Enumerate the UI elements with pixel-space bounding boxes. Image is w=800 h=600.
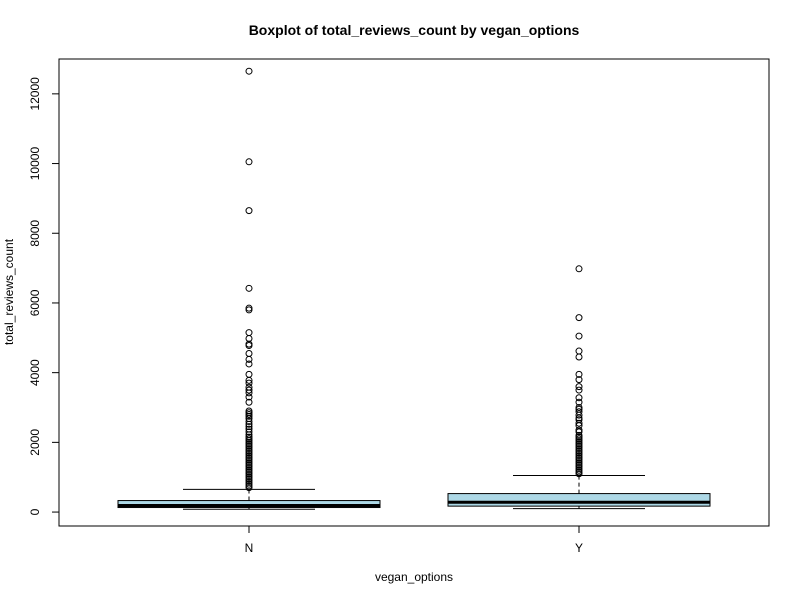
outlier-point: [575, 314, 583, 322]
outlier-point: [245, 284, 253, 292]
outlier-point: [575, 428, 583, 436]
outlier-point: [245, 484, 253, 492]
y-tick-label: 10000: [28, 147, 42, 181]
outlier-point: [245, 370, 253, 378]
outlier-point: [245, 417, 253, 425]
outlier-point: [575, 383, 583, 391]
outlier-point: [575, 370, 583, 378]
plot-frame: [58, 58, 770, 527]
y-axis: 0 2000 4000 6000 8000 10000 12000: [28, 77, 60, 515]
y-tick-label: 2000: [28, 429, 42, 456]
outlier-point: [245, 376, 253, 384]
outlier-point: [245, 329, 253, 337]
y-tick-label: 4000: [28, 359, 42, 386]
outlier-point: [245, 428, 253, 436]
y-tick-label: 6000: [28, 289, 42, 316]
outlier-point: [245, 355, 253, 363]
y-tick-label: 12000: [28, 77, 42, 111]
chart-title: Boxplot of total_reviews_count by vegan_…: [249, 22, 580, 38]
outlier-point: [575, 347, 583, 355]
outlier-point: [245, 420, 253, 428]
outlier-point: [575, 411, 583, 419]
outlier-point: [245, 423, 253, 431]
y-tick-label: 0: [28, 508, 42, 515]
outlier-point: [575, 386, 583, 394]
outlier-point: [245, 67, 253, 75]
outlier-point: [245, 393, 253, 401]
outlier-point: [245, 386, 253, 394]
outlier-point: [245, 207, 253, 215]
x-tick-label: N: [245, 541, 254, 555]
outlier-point: [245, 360, 253, 368]
outlier-point: [245, 341, 253, 349]
outlier-point: [245, 389, 253, 397]
iqr-box: [447, 493, 711, 507]
outlier-point: [575, 353, 583, 361]
y-tick-label: 8000: [28, 220, 42, 247]
boxes-layer: [117, 67, 711, 510]
box-group-n: [117, 67, 381, 510]
outlier-point: [575, 394, 583, 402]
outlier-point: [245, 349, 253, 357]
outlier-point: [575, 332, 583, 340]
x-tick-label: Y: [575, 541, 583, 555]
outlier-point: [575, 419, 583, 427]
outlier-point: [245, 306, 253, 314]
outlier-point: [245, 398, 253, 406]
outlier-point: [245, 158, 253, 166]
outlier-point: [575, 398, 583, 406]
box-group-y: [447, 265, 711, 510]
y-axis-label: total_reviews_count: [2, 238, 16, 345]
outlier-point: [575, 376, 583, 384]
x-axis-label: vegan_options: [375, 570, 453, 584]
outlier-point: [575, 265, 583, 273]
outlier-point: [245, 412, 253, 420]
outlier-point: [245, 379, 253, 387]
outlier-point: [575, 470, 583, 478]
